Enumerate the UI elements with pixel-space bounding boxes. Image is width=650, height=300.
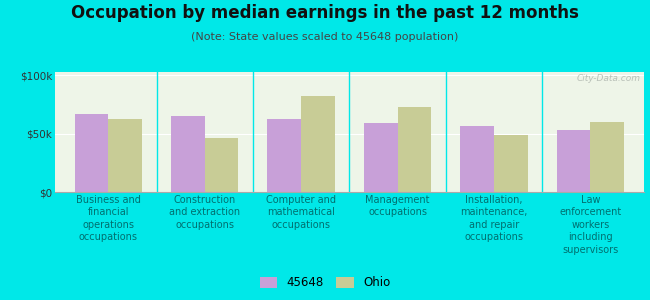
Bar bbox=[556, 130, 590, 192]
Text: (Note: State values scaled to 45648 population): (Note: State values scaled to 45648 popu… bbox=[191, 32, 459, 41]
Bar bbox=[301, 97, 335, 192]
Text: Management
occupations: Management occupations bbox=[365, 195, 430, 218]
Text: Business and
financial
operations
occupations: Business and financial operations occupa… bbox=[76, 195, 141, 242]
Text: Law
enforcement
workers
including
supervisors: Law enforcement workers including superv… bbox=[560, 195, 621, 255]
Bar bbox=[267, 118, 301, 192]
Text: Installation,
maintenance,
and repair
occupations: Installation, maintenance, and repair oc… bbox=[460, 195, 528, 242]
Bar bbox=[460, 126, 494, 192]
Bar bbox=[205, 138, 239, 192]
Bar bbox=[171, 116, 205, 192]
Text: Construction
and extraction
occupations: Construction and extraction occupations bbox=[169, 195, 240, 230]
Legend: 45648, Ohio: 45648, Ohio bbox=[255, 272, 395, 294]
Bar bbox=[398, 107, 432, 192]
Bar bbox=[494, 135, 528, 192]
Bar bbox=[590, 122, 624, 192]
Text: City-Data.com: City-Data.com bbox=[577, 74, 640, 83]
Bar bbox=[364, 123, 398, 192]
Text: Occupation by median earnings in the past 12 months: Occupation by median earnings in the pas… bbox=[71, 4, 579, 22]
Bar bbox=[109, 118, 142, 192]
Text: Computer and
mathematical
occupations: Computer and mathematical occupations bbox=[266, 195, 336, 230]
Bar bbox=[75, 114, 109, 192]
